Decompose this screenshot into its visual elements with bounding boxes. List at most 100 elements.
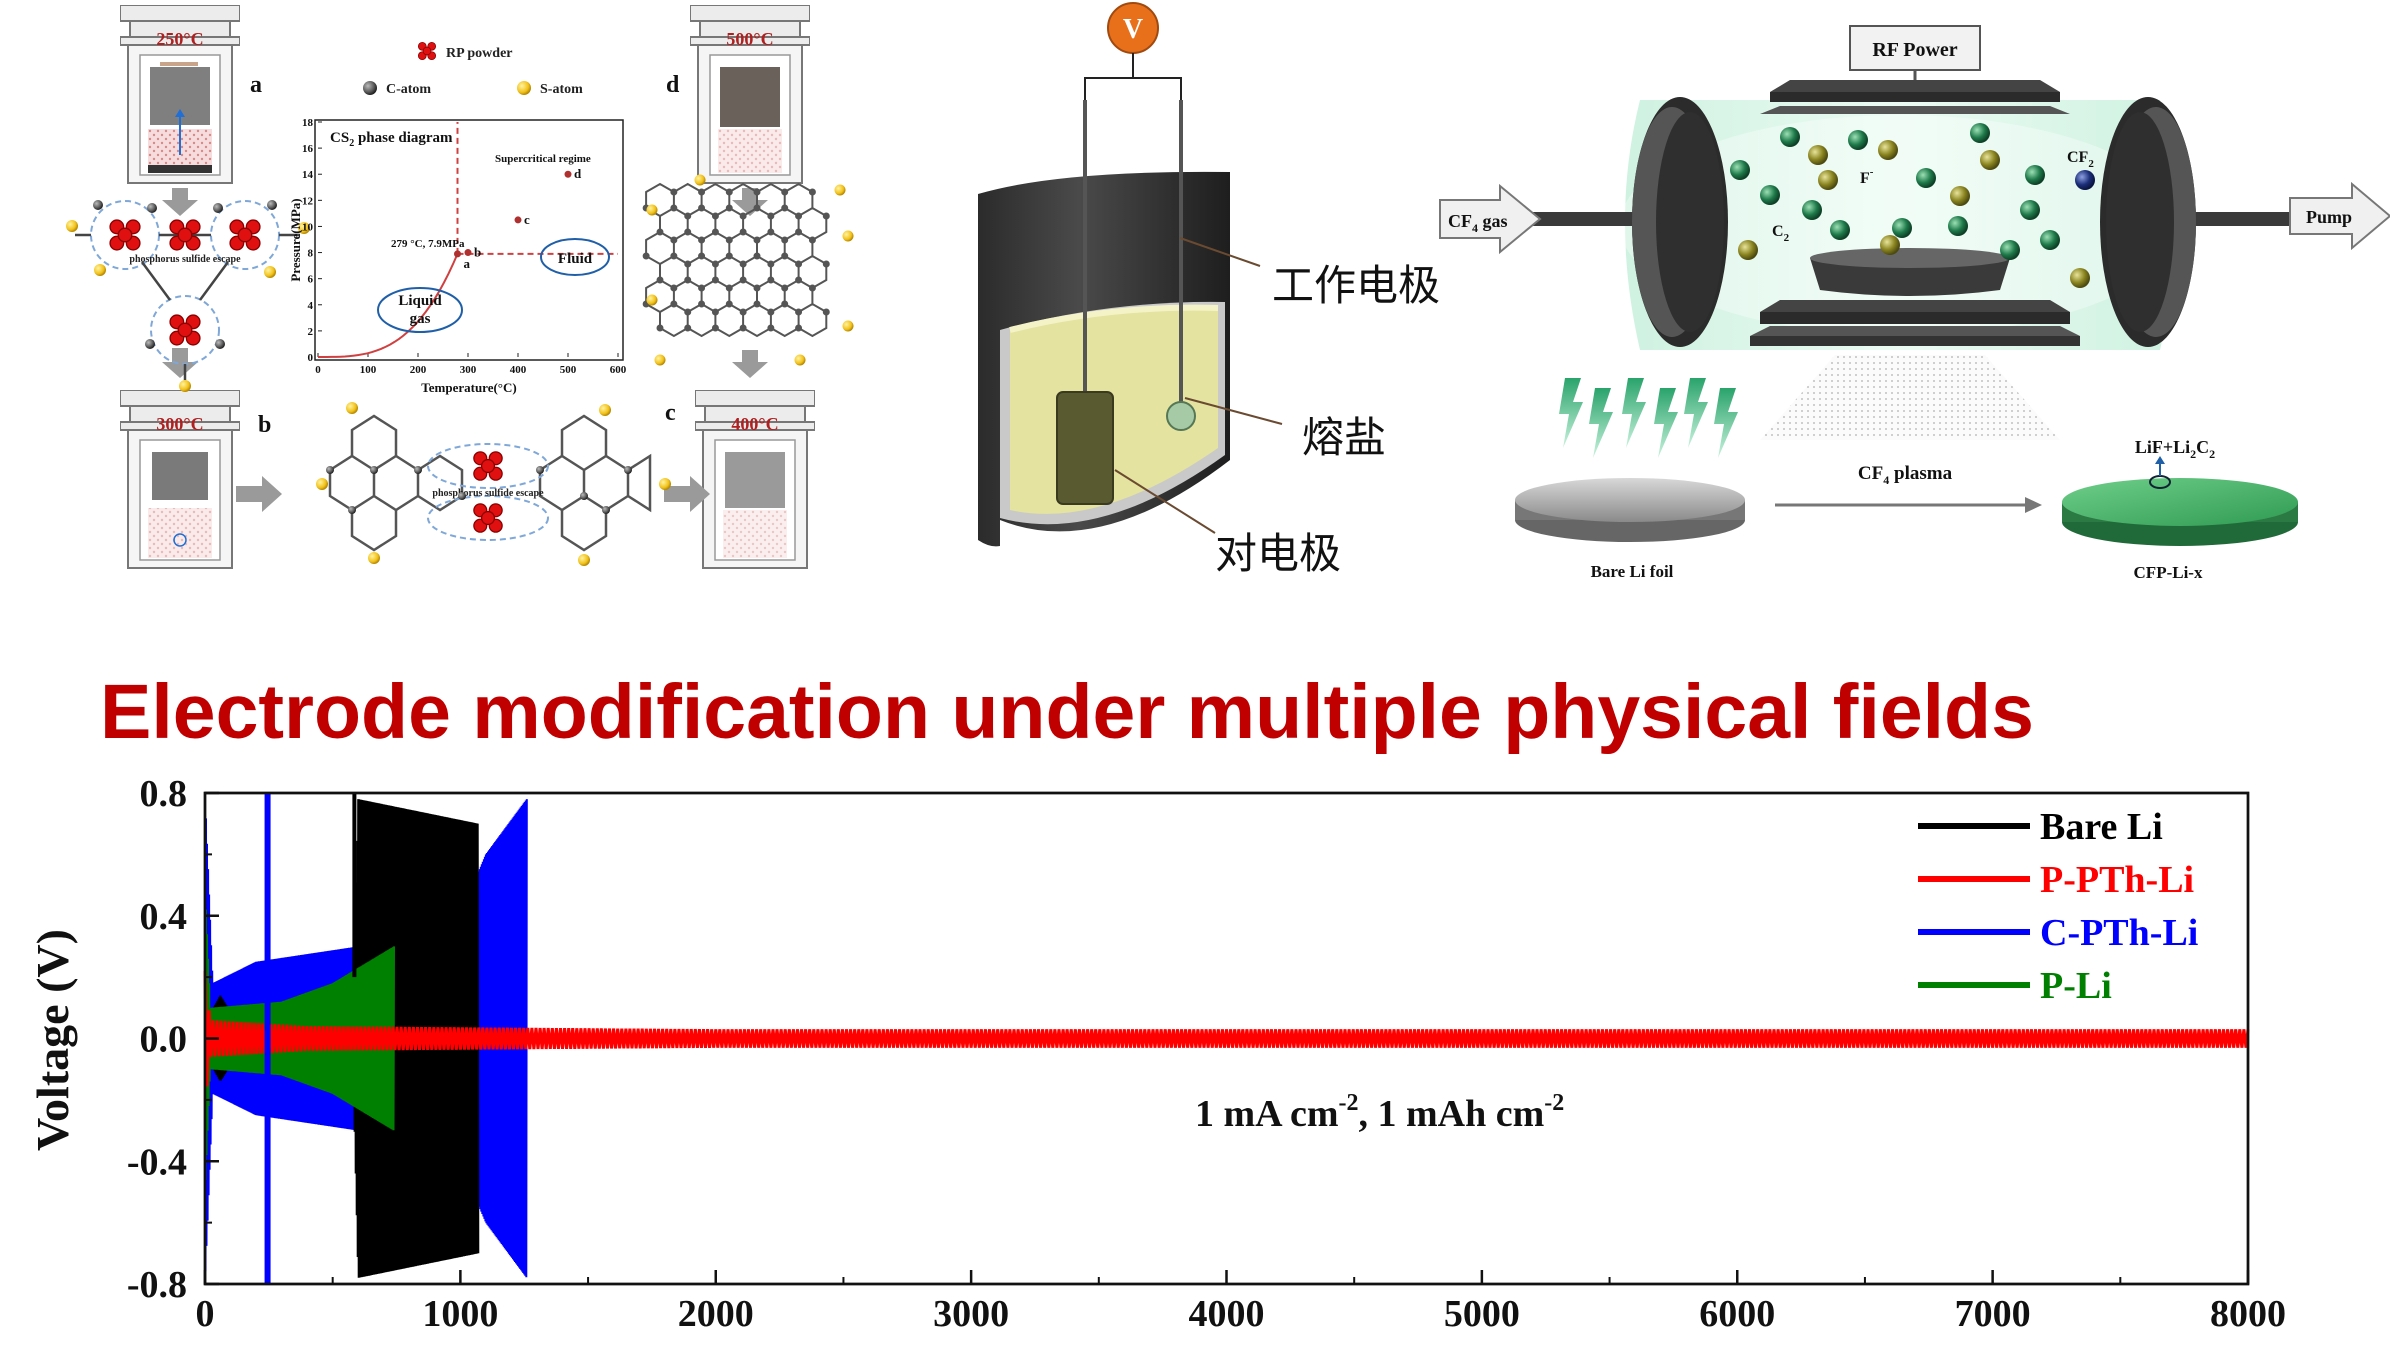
plasma-particle xyxy=(1848,130,1868,150)
phase-xtick: 200 xyxy=(410,364,427,376)
plasma-particle xyxy=(2040,230,2060,250)
supercritical-label: Supercritical regime xyxy=(495,153,591,165)
process-arrows xyxy=(162,188,768,512)
counter-electrode-mesh xyxy=(1166,401,1196,431)
product-label: LiF+Li2C2 xyxy=(2135,437,2215,461)
vessel-a-temp: 250°C xyxy=(156,29,203,49)
x-tick-label: 3000 xyxy=(933,1293,1009,1335)
critical-point-label: 279 °C, 7.9MPa xyxy=(391,238,465,250)
cfp-label: CFP-Li-x xyxy=(2134,563,2203,582)
liquid-label: Liquid xyxy=(398,293,442,309)
label-d: d xyxy=(666,72,680,98)
voltage-chart: 0 1000 2000 3000 4000 5000 6000 7000 8000 0.8 0.4… xyxy=(27,773,2286,1335)
bottom-electrode xyxy=(1750,248,2080,346)
plasma-particle xyxy=(1738,240,1758,260)
plasma-particle xyxy=(1830,220,1850,240)
series-p-pth-li xyxy=(203,970,2250,1087)
molten-salt-cell: V 工作电极 熔盐 对电极 xyxy=(978,2,1440,578)
phase-xtick: 400 xyxy=(510,364,527,376)
plasma-particle xyxy=(2025,165,2045,185)
phase-ytick: 14 xyxy=(302,169,314,181)
legend-c-atom: C-atom xyxy=(386,82,431,97)
vessel-400: 400°C xyxy=(695,390,815,569)
plasma-bolts xyxy=(1559,378,1738,458)
x-tick-label: 8000 xyxy=(2210,1293,2286,1335)
voltmeter-label: V xyxy=(1123,14,1143,45)
bare-li-foil xyxy=(1515,478,1745,542)
plasma-particle xyxy=(2000,240,2020,260)
plasma-particles xyxy=(1730,123,2095,288)
cf2-label: CF2 xyxy=(2067,149,2094,170)
label-working-electrode: 工作电极 xyxy=(1272,261,1440,310)
phase-xtick: 0 xyxy=(315,364,321,376)
plasma-particle xyxy=(1818,170,1838,190)
x-tick-label: 6000 xyxy=(1699,1293,1775,1335)
phase-ytick: 8 xyxy=(308,248,314,260)
rp-chain-ellipses: phosphorus sulfide escape xyxy=(316,402,671,566)
plasma-particle xyxy=(1892,218,1912,238)
x-tick-label: 1000 xyxy=(422,1293,498,1335)
legend-entry: P-Li xyxy=(2040,965,2112,1007)
phase-xtick: 500 xyxy=(560,364,577,376)
label-b: b xyxy=(258,412,271,438)
bare-li-label: Bare Li foil xyxy=(1591,562,1674,581)
vessel-250: 250°C xyxy=(120,5,240,184)
plasma-particle xyxy=(2070,268,2090,288)
plasma-particle xyxy=(1980,150,2000,170)
y-tick-label: -0.4 xyxy=(127,1141,187,1183)
phase-point xyxy=(454,250,461,258)
pump-label: Pump xyxy=(2306,207,2352,227)
cf4-inlet-arrow xyxy=(1439,183,1542,255)
phase-diagram: CS2 phase diagram Temperature(°C) Pressu… xyxy=(288,117,627,395)
plasma-particle xyxy=(1730,160,1750,180)
plasma-bolt-icon xyxy=(1684,378,1708,448)
phase-xtick: 300 xyxy=(460,364,477,376)
plasma-particle xyxy=(1970,123,1990,143)
plasma-particle xyxy=(1802,200,1822,220)
plasma-particle xyxy=(1760,185,1780,205)
y-tick-label: 0.0 xyxy=(140,1019,188,1061)
legend-rp: RP powder xyxy=(446,46,513,61)
voltmeter-wires xyxy=(1084,77,1182,100)
phase-ytick: 10 xyxy=(302,221,314,233)
plasma-particle xyxy=(1878,140,1898,160)
phase-title: CS2 phase diagram xyxy=(330,130,453,149)
phase-ytick: 12 xyxy=(302,195,314,207)
phase-ytick: 16 xyxy=(302,143,314,155)
x-tick-label: 4000 xyxy=(1189,1293,1265,1335)
vessel-b-temp: 300°C xyxy=(156,414,203,434)
plasma-bolt-icon xyxy=(1589,388,1613,458)
phase-ytick: 18 xyxy=(302,117,314,129)
legend-entry: P-PTh-Li xyxy=(2040,859,2194,901)
top-electrode xyxy=(1760,80,2070,114)
left-shaft xyxy=(1530,212,1660,226)
fluid-label: Fluid xyxy=(558,251,593,267)
f-ion-label: F- xyxy=(1860,166,1874,187)
phase-ytick: 2 xyxy=(308,326,314,338)
rp-chain-bottom xyxy=(328,414,652,552)
label-molten-salt: 熔盐 xyxy=(1302,413,1386,462)
rf-power-box xyxy=(1849,25,1981,71)
phase-xlabel: Temperature(°C) xyxy=(421,380,516,395)
plasma-bolt-icon xyxy=(1622,378,1646,448)
plasma-chamber: RF Power F- C2 CF2 xyxy=(1439,25,2390,582)
plasma-particle xyxy=(2020,200,2040,220)
pump-outlet-arrow xyxy=(2289,181,2390,251)
x-tick-label: 2000 xyxy=(678,1293,754,1335)
phase-xtick: 600 xyxy=(610,364,627,376)
plasma-bolt-icon xyxy=(1654,388,1678,458)
cf4-gas-label: CF4 gas xyxy=(1448,211,1508,235)
vessel-300: 300°C xyxy=(120,390,240,569)
plasma-particle xyxy=(1880,235,1900,255)
working-electrode-rod xyxy=(1056,391,1114,505)
phase-point xyxy=(564,170,572,178)
y-axis-label: Voltage (V) xyxy=(27,929,78,1151)
legend-entry: Bare Li xyxy=(2040,806,2163,848)
left-legend: RP powder C-atom S-atom xyxy=(363,41,583,97)
y-tick-label: 0.4 xyxy=(140,896,188,938)
phase-point-label: a xyxy=(464,256,471,271)
plasma-particle xyxy=(1950,186,1970,206)
c2-label: C2 xyxy=(1772,223,1790,244)
phase-ytick: 0 xyxy=(308,352,314,364)
plasma-label: CF4 plasma xyxy=(1858,463,1953,487)
